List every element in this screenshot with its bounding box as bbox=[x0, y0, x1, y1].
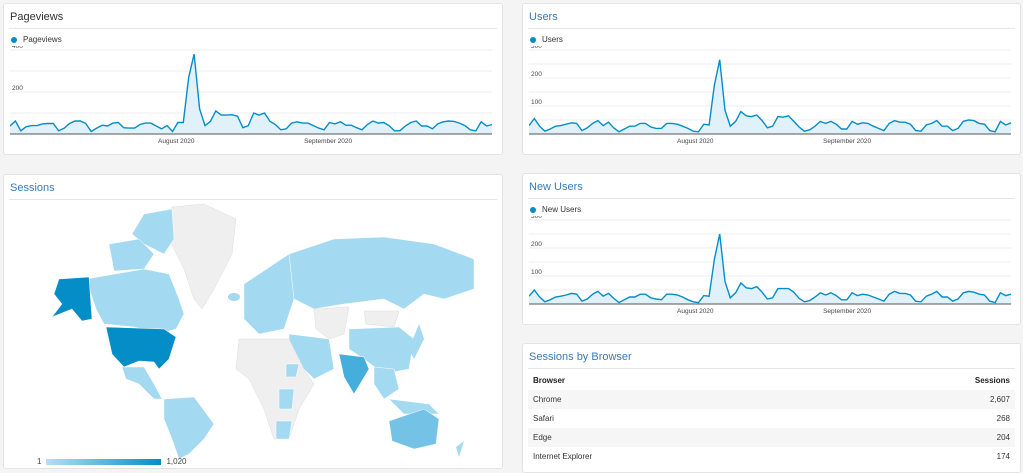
pageviews-card: Pageviews Pageviews 400 200 August 2020 Sep… bbox=[3, 3, 503, 155]
map-alaska bbox=[51, 276, 93, 322]
table-row: Internet Explorer 174 bbox=[528, 447, 1015, 466]
new-users-card: New Users New Users 300 200 100 August 2020… bbox=[522, 173, 1021, 325]
session-count: 2,607 bbox=[822, 390, 1015, 409]
svg-text:200: 200 bbox=[12, 85, 23, 92]
svg-text:September 2020: September 2020 bbox=[304, 138, 352, 145]
svg-text:September 2020: September 2020 bbox=[823, 138, 871, 145]
column-header-sessions: Sessions bbox=[974, 376, 1010, 385]
browser-name: Internet Explorer bbox=[533, 452, 593, 461]
legend-dot-icon bbox=[530, 36, 536, 43]
column-header-browser: Browser bbox=[533, 376, 566, 385]
pageviews-legend: Pageviews bbox=[11, 35, 502, 44]
table-row: Safari 268 bbox=[528, 409, 1015, 428]
map-canada bbox=[85, 268, 185, 335]
legend-dot-icon bbox=[530, 206, 536, 213]
svg-text:300: 300 bbox=[531, 46, 542, 50]
world-map[interactable] bbox=[4, 199, 504, 459]
map-australia bbox=[388, 408, 440, 450]
users-card: Users Users 300 200 100 August 2020 Septembe… bbox=[522, 3, 1021, 155]
map-india bbox=[338, 353, 370, 395]
browser-name: Safari bbox=[533, 414, 554, 423]
new-users-chart[interactable]: 300 200 100 August 2020 September 2020 bbox=[529, 216, 1014, 322]
browser-name: Edge bbox=[528, 428, 823, 447]
sessions-title[interactable]: Sessions bbox=[9, 175, 497, 200]
new-users-title[interactable]: New Users bbox=[528, 174, 1015, 199]
sessions-by-browser-card: Sessions by Browser Browser Sessions Chr… bbox=[522, 343, 1021, 473]
map-south-america bbox=[163, 396, 215, 459]
users-chart[interactable]: 300 200 100 August 2020 September 2020 bbox=[529, 46, 1014, 152]
pageviews-title: Pageviews bbox=[9, 4, 497, 29]
new-users-legend: New Users bbox=[530, 205, 1020, 214]
pageviews-chart[interactable]: 400 200 August 2020 September 2020 bbox=[10, 46, 496, 152]
browser-table: Browser Sessions Chrome 2,607 Safari 268… bbox=[528, 371, 1015, 466]
sessions-map-card: Sessions bbox=[3, 174, 503, 469]
map-china bbox=[348, 326, 415, 375]
svg-text:200: 200 bbox=[531, 241, 542, 248]
svg-text:August 2020: August 2020 bbox=[158, 138, 195, 145]
map-greenland bbox=[168, 203, 237, 310]
svg-text:200: 200 bbox=[531, 71, 542, 78]
table-row: Chrome 2,607 bbox=[528, 390, 1015, 409]
svg-text:300: 300 bbox=[531, 216, 542, 220]
legend-label: Users bbox=[542, 35, 563, 44]
session-count: 174 bbox=[996, 452, 1010, 461]
svg-text:100: 100 bbox=[531, 99, 542, 106]
sessions-by-browser-title[interactable]: Sessions by Browser bbox=[528, 344, 1015, 369]
table-row: Edge 204 bbox=[528, 428, 1015, 447]
map-color-legend: 1 1,020 bbox=[37, 457, 186, 466]
users-legend: Users bbox=[530, 35, 1020, 44]
session-count: 268 bbox=[996, 414, 1010, 423]
svg-text:September 2020: September 2020 bbox=[823, 308, 871, 315]
session-count: 204 bbox=[822, 428, 1015, 447]
legend-max: 1,020 bbox=[166, 457, 187, 466]
svg-text:400: 400 bbox=[12, 46, 23, 50]
legend-label: New Users bbox=[542, 205, 582, 214]
map-russia bbox=[288, 236, 475, 310]
legend-label: Pageviews bbox=[23, 35, 62, 44]
browser-name: Chrome bbox=[528, 390, 823, 409]
users-title[interactable]: Users bbox=[528, 4, 1015, 29]
map-usa bbox=[105, 326, 177, 370]
legend-gradient bbox=[46, 458, 162, 465]
legend-dot-icon bbox=[11, 36, 17, 43]
svg-text:August 2020: August 2020 bbox=[677, 138, 714, 145]
svg-text:100: 100 bbox=[531, 269, 542, 276]
legend-min: 1 bbox=[37, 457, 42, 466]
svg-text:August 2020: August 2020 bbox=[677, 308, 714, 315]
